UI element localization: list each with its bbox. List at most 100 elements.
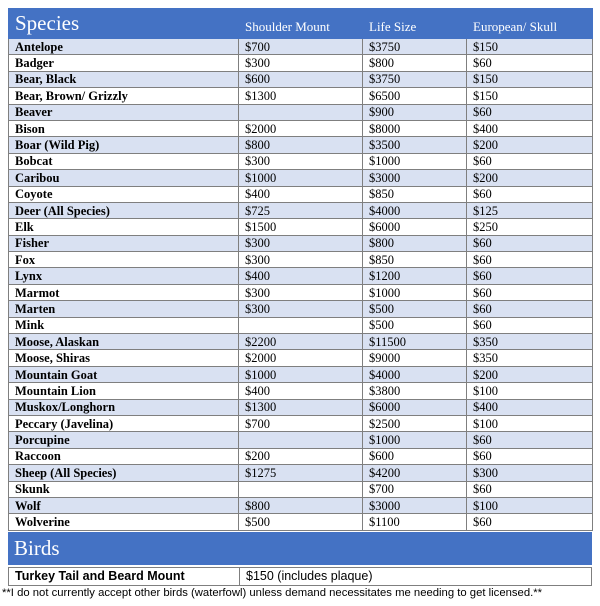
shoulder-mount-price: $800 <box>238 136 363 154</box>
table-row: Bobcat $300 $1000 $60 <box>8 152 593 171</box>
life-size-price: $900 <box>362 103 467 121</box>
table-row: Beaver $900 $60 <box>8 103 593 121</box>
shoulder-mount-price <box>238 103 363 121</box>
birds-row: Turkey Tail and Beard Mount $150 (includ… <box>8 566 592 586</box>
species-name: Fisher <box>8 234 239 253</box>
column-header-european-skull: European/ Skull <box>466 8 593 39</box>
species-name: Moose, Alaskan <box>8 333 239 351</box>
european-skull-price: $350 <box>466 333 593 351</box>
european-skull-price: $60 <box>466 185 593 203</box>
species-name: Lynx <box>8 267 239 285</box>
table-row: Bear, Black $600 $3750 $150 <box>8 70 593 89</box>
life-size-price: $500 <box>362 316 467 335</box>
life-size-price: $8000 <box>362 119 467 138</box>
price-list: Species Shoulder Mount Life Size Europea… <box>2 8 593 599</box>
table-row: Mink $500 $60 <box>8 316 593 335</box>
life-size-price: $600 <box>362 447 467 466</box>
table-row: Antelope $700 $3750 $150 <box>8 37 593 56</box>
table-row: Porcupine $1000 $60 <box>8 431 593 449</box>
life-size-price: $4000 <box>362 365 467 384</box>
shoulder-mount-price: $300 <box>238 152 363 171</box>
table-row: Caribou $1000 $3000 $200 <box>8 169 593 187</box>
table-row: Marmot $300 $1000 $60 <box>8 283 593 302</box>
shoulder-mount-price: $600 <box>238 70 363 89</box>
species-name: Peccary (Javelina) <box>8 414 239 433</box>
footnote: **I do not currently accept other birds … <box>2 586 543 599</box>
bird-item-name: Turkey Tail and Beard Mount <box>9 567 240 585</box>
european-skull-price: $125 <box>466 201 593 220</box>
european-skull-price: $60 <box>466 431 593 449</box>
life-size-price: $700 <box>362 480 467 498</box>
species-name: Mink <box>8 316 239 335</box>
table-row: Mountain Lion $400 $3800 $100 <box>8 382 593 400</box>
european-skull-price: $350 <box>466 349 593 367</box>
bird-item-price: $150 (includes plaque) <box>246 568 373 583</box>
species-name: Wolverine <box>8 513 239 531</box>
table-row: Elk $1500 $6000 $250 <box>8 218 593 236</box>
life-size-price: $6500 <box>362 87 467 105</box>
species-name: Marmot <box>8 283 239 302</box>
table-row: Moose, Shiras $2000 $9000 $350 <box>8 349 593 367</box>
life-size-price: $9000 <box>362 349 467 367</box>
european-skull-price: $400 <box>466 119 593 138</box>
species-name: Bison <box>8 119 239 138</box>
table-row: Lynx $400 $1200 $60 <box>8 267 593 285</box>
table-row: Fox $300 $850 $60 <box>8 251 593 269</box>
species-name: Skunk <box>8 480 239 498</box>
life-size-price: $800 <box>362 234 467 253</box>
shoulder-mount-price <box>238 431 363 449</box>
shoulder-mount-price: $1275 <box>238 464 363 482</box>
life-size-price: $4000 <box>362 201 467 220</box>
life-size-price: $4200 <box>362 464 467 482</box>
european-skull-price: $60 <box>466 513 593 531</box>
table-row: Coyote $400 $850 $60 <box>8 185 593 203</box>
life-size-price: $1200 <box>362 267 467 285</box>
shoulder-mount-price: $300 <box>238 54 363 72</box>
life-size-price: $1000 <box>362 431 467 449</box>
european-skull-price: $60 <box>466 251 593 269</box>
life-size-price: $3000 <box>362 169 467 187</box>
life-size-price: $3750 <box>362 70 467 89</box>
shoulder-mount-price: $700 <box>238 37 363 56</box>
european-skull-price: $60 <box>466 54 593 72</box>
life-size-price: $3000 <box>362 496 467 515</box>
table-row: Bear, Brown/ Grizzly $1300 $6500 $150 <box>8 87 593 105</box>
shoulder-mount-price: $2000 <box>238 349 363 367</box>
table-row: Muskox/Longhorn $1300 $6000 $400 <box>8 398 593 416</box>
european-skull-price: $100 <box>466 382 593 400</box>
table-row: Raccoon $200 $600 $60 <box>8 447 593 466</box>
species-name: Bear, Black <box>8 70 239 89</box>
shoulder-mount-price: $300 <box>238 234 363 253</box>
table-row: Moose, Alaskan $2200 $11500 $350 <box>8 333 593 351</box>
species-name: Beaver <box>8 103 239 121</box>
shoulder-mount-price: $400 <box>238 382 363 400</box>
european-skull-price: $100 <box>466 414 593 433</box>
european-skull-price: $150 <box>466 70 593 89</box>
life-size-price: $6000 <box>362 398 467 416</box>
species-name: Boar (Wild Pig) <box>8 136 239 154</box>
species-name: Caribou <box>8 169 239 187</box>
species-name: Muskox/Longhorn <box>8 398 239 416</box>
table-row: Deer (All Species) $725 $4000 $125 <box>8 201 593 220</box>
species-name: Mountain Goat <box>8 365 239 384</box>
shoulder-mount-price: $800 <box>238 496 363 515</box>
shoulder-mount-price: $400 <box>238 267 363 285</box>
table-row: Badger $300 $800 $60 <box>8 54 593 72</box>
shoulder-mount-price: $1000 <box>238 365 363 384</box>
european-skull-price: $60 <box>466 316 593 335</box>
species-name: Wolf <box>8 496 239 515</box>
shoulder-mount-price: $2000 <box>238 119 363 138</box>
species-name: Bobcat <box>8 152 239 171</box>
european-skull-price: $60 <box>466 300 593 318</box>
european-skull-price: $200 <box>466 365 593 384</box>
european-skull-price: $60 <box>466 480 593 498</box>
table-row: Fisher $300 $800 $60 <box>8 234 593 253</box>
life-size-price: $3500 <box>362 136 467 154</box>
european-skull-price: $300 <box>466 464 593 482</box>
life-size-price: $11500 <box>362 333 467 351</box>
life-size-price: $1000 <box>362 283 467 302</box>
life-size-price: $3800 <box>362 382 467 400</box>
species-name: Elk <box>8 218 239 236</box>
european-skull-price: $60 <box>466 103 593 121</box>
european-skull-price: $400 <box>466 398 593 416</box>
